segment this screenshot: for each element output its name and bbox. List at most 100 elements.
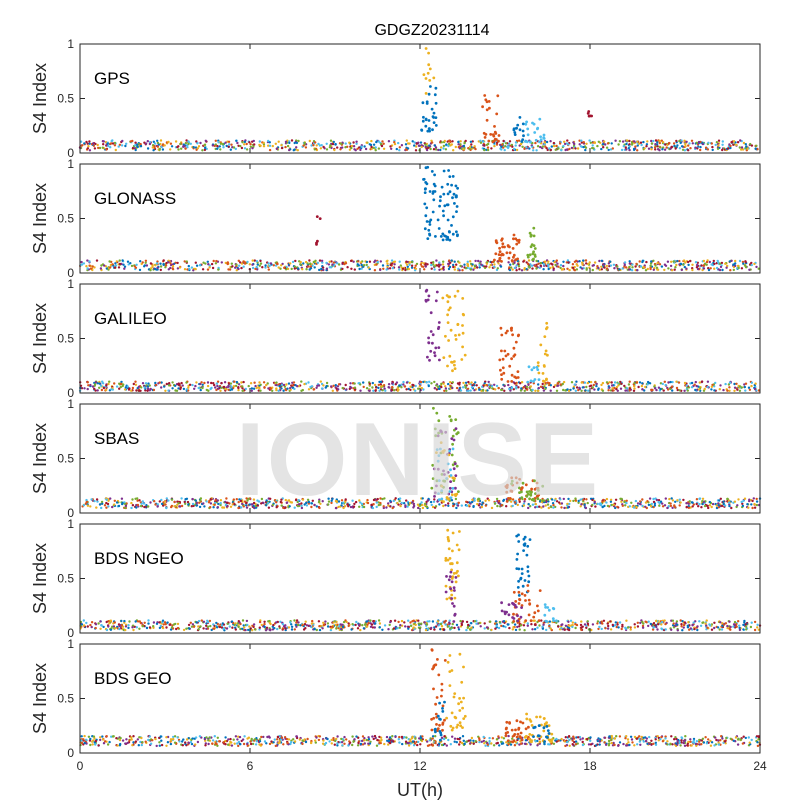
burst-point [517, 486, 521, 490]
burst-point [458, 530, 461, 533]
burst-point [452, 479, 456, 482]
burst-point [541, 499, 545, 502]
burst-point [438, 358, 441, 362]
burst-point [455, 725, 459, 729]
burst-point [434, 235, 437, 238]
burst-point [446, 182, 450, 186]
burst-point [514, 476, 518, 480]
burst-point [494, 252, 498, 256]
burst-point [525, 734, 528, 738]
burst-point [433, 184, 437, 188]
burst-point [503, 245, 506, 249]
burst-point [519, 736, 522, 740]
burst-point [532, 226, 536, 230]
burst-point [508, 721, 511, 725]
burst-point [437, 479, 441, 482]
burst-point [540, 723, 543, 727]
y-axis-label: S4 Index [30, 423, 50, 494]
burst-point [440, 682, 444, 686]
burst-point [426, 165, 430, 169]
burst-point [456, 723, 460, 727]
burst-point [446, 471, 450, 474]
baseline-points [78, 380, 761, 392]
burst-point [434, 702, 437, 706]
plot-area [80, 164, 760, 273]
burst-point [533, 611, 537, 615]
burst-point [449, 724, 453, 728]
burst-point [433, 491, 437, 495]
burst-point [448, 557, 452, 560]
burst-point [535, 715, 538, 719]
burst-point [505, 726, 508, 730]
burst-point [536, 126, 540, 130]
burst-point [452, 467, 456, 471]
burst-point [435, 448, 439, 451]
burst-point [544, 349, 548, 353]
burst-point [526, 565, 530, 569]
burst-points [430, 648, 554, 744]
burst-point [519, 615, 523, 619]
burst-point [525, 712, 528, 716]
burst-point [485, 118, 489, 122]
burst-point [451, 442, 454, 446]
burst-point [458, 697, 461, 700]
y-tick-label: 0.5 [57, 92, 74, 106]
burst-point [450, 577, 454, 580]
burst-point [510, 380, 514, 383]
burst-point [421, 119, 425, 123]
burst-point [524, 140, 527, 143]
burst-point [527, 613, 531, 617]
burst-point [527, 580, 531, 584]
burst-point [429, 330, 433, 333]
burst-point [440, 489, 444, 492]
burst-point [449, 496, 453, 500]
burst-point [543, 613, 547, 617]
y-axis-label: S4 Index [30, 63, 50, 134]
burst-point [515, 735, 519, 739]
y-tick-label: 1 [67, 517, 74, 531]
burst-point [538, 589, 542, 592]
burst-point [498, 246, 501, 250]
burst-point [501, 242, 505, 246]
burst-point [428, 129, 431, 133]
burst-point [428, 358, 431, 362]
burst-point [524, 599, 527, 602]
burst-point [527, 365, 531, 369]
burst-point [452, 604, 456, 608]
burst-point [438, 701, 441, 705]
y-tick-label: 0 [67, 386, 74, 400]
burst-point [457, 574, 460, 578]
y-tick-label: 1 [67, 37, 74, 51]
burst-point [425, 288, 429, 292]
burst-point [546, 606, 550, 609]
burst-point [436, 459, 440, 463]
burst-point [461, 331, 465, 335]
plot-area [80, 644, 760, 753]
burst-point [445, 716, 448, 720]
burst-point [450, 711, 454, 715]
burst-point [451, 549, 454, 553]
burst-point [439, 718, 442, 721]
watermark: IONISE [236, 402, 601, 518]
burst-point [491, 140, 495, 144]
burst-point [537, 489, 540, 492]
burst-point [520, 488, 523, 492]
burst-point [446, 313, 449, 317]
burst-point [552, 607, 556, 611]
y-tick-label: 0 [67, 146, 74, 160]
burst-point [500, 238, 503, 242]
burst-point [432, 687, 435, 691]
burst-point [439, 738, 442, 742]
burst-point [495, 241, 499, 245]
burst-point [500, 349, 503, 353]
burst-point [424, 47, 428, 50]
burst-point [441, 710, 445, 713]
burst-point [449, 328, 453, 332]
burst-point [515, 481, 519, 485]
burst-point [442, 500, 445, 504]
burst-point [427, 63, 431, 67]
burst-point [455, 230, 458, 234]
burst-point [521, 122, 525, 126]
x-tick-label: 6 [247, 759, 254, 773]
